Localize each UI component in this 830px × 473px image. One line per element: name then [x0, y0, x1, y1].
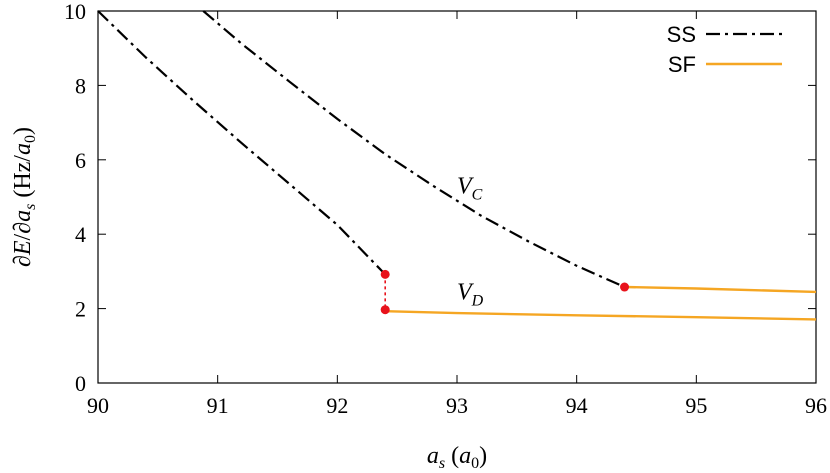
legend-label-sf: SF [668, 52, 696, 77]
series-layer [97, 10, 817, 321]
y-tick-label: 4 [75, 222, 86, 247]
y-tick-label: 10 [64, 0, 86, 24]
annotation-subscript: C [472, 186, 483, 203]
y-tick-label: 0 [75, 371, 86, 396]
axis-titles: as (a0) ∂E/∂as (Hz/a0) [10, 127, 487, 472]
x-axis-title: as (a0) [427, 443, 487, 472]
x-tick-label: 93 [446, 393, 468, 418]
axis-ticks: 90 91 92 93 94 95 96 0 2 4 6 8 10 [64, 0, 827, 418]
series-line-ss-vc [202, 10, 625, 289]
transition-point [380, 269, 390, 279]
annotation-subscript: D [471, 292, 484, 309]
transition-points [380, 269, 630, 315]
y-tick-label: 6 [75, 148, 86, 173]
x-tick-label: 96 [805, 393, 827, 418]
annotations: VC VD [457, 173, 484, 309]
legend: SS SF [667, 22, 782, 77]
x-tick-label: 95 [685, 393, 707, 418]
y-tick-label: 8 [75, 73, 86, 98]
annotation-vc: VC [457, 173, 483, 203]
x-tick-label: 90 [87, 393, 109, 418]
series-line-ss-vd [97, 10, 386, 276]
x-tick-label: 94 [566, 393, 588, 418]
y-axis-title: ∂E/∂as (Hz/a0) [10, 127, 39, 267]
annotation-vd: VD [457, 279, 484, 309]
legend-label-ss: SS [667, 22, 696, 47]
transition-point [380, 305, 390, 315]
y-tick-label: 2 [75, 297, 86, 322]
transition-point [620, 282, 630, 292]
x-tick-label: 91 [207, 393, 229, 418]
series-line-sf-vc [624, 285, 817, 294]
x-tick-label: 92 [326, 393, 348, 418]
series-line-sf-vd [385, 310, 817, 321]
